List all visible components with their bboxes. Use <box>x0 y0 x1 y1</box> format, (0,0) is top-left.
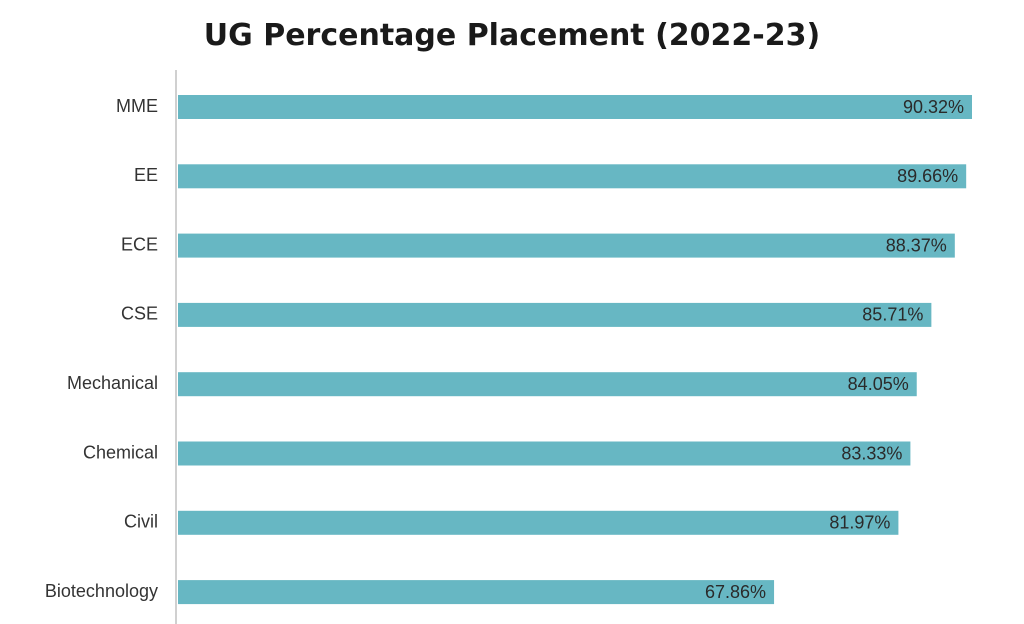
category-label: CSE <box>121 304 158 324</box>
bar-ee <box>178 164 967 189</box>
category-label: EE <box>134 165 158 185</box>
data-label: 67.86% <box>705 582 766 602</box>
chart-title: UG Percentage Placement (2022-23) <box>203 18 821 53</box>
data-label: 85.71% <box>862 305 923 325</box>
data-label: 84.05% <box>848 374 909 394</box>
bar-cse <box>178 302 932 327</box>
bar-civil <box>178 510 899 535</box>
category-label: Civil <box>124 512 158 532</box>
bar-ece <box>178 233 955 258</box>
bar-mechanical <box>178 372 917 397</box>
category-label: Mechanical <box>67 373 158 393</box>
data-label: 88.37% <box>886 235 947 255</box>
category-label: Chemical <box>83 442 158 462</box>
category-label: MME <box>116 96 158 116</box>
category-label: Biotechnology <box>45 581 158 601</box>
bar-group: MME 90.32% EE 89.66% ECE 88.37% CSE 85.71% Mecha… <box>45 95 972 605</box>
data-label: 83.33% <box>841 443 902 463</box>
bar-chemical <box>178 441 911 466</box>
bar-biotechnology <box>178 580 775 605</box>
bar-mme <box>178 95 972 119</box>
data-label: 89.66% <box>897 166 958 186</box>
data-label: 90.32% <box>903 97 964 117</box>
data-label: 81.97% <box>829 513 890 533</box>
category-label: ECE <box>121 234 158 254</box>
